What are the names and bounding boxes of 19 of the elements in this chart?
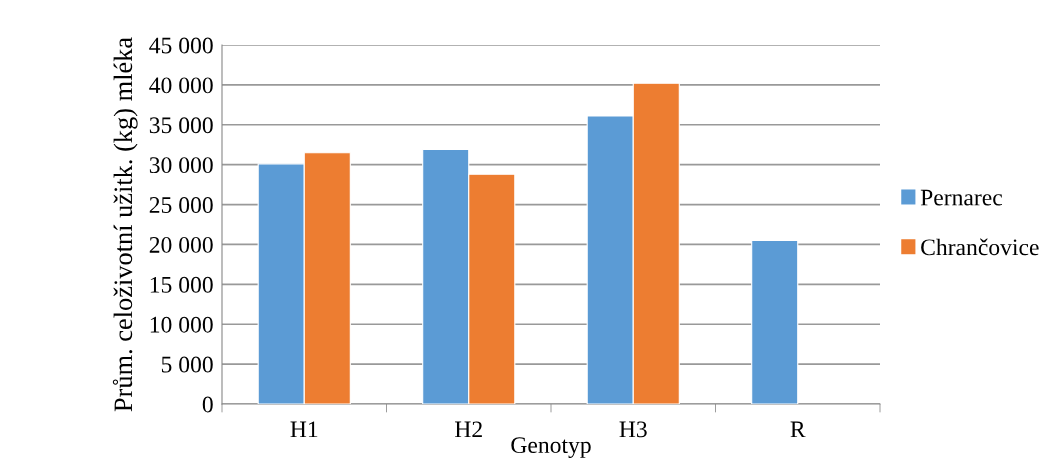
x-tick-label: H3 — [619, 421, 647, 438]
y-tick-label: 5 000 — [161, 356, 213, 373]
x-tick-label: H1 — [290, 421, 318, 438]
y-tick-label: 25 000 — [149, 197, 213, 213]
x-tick-label: R — [790, 421, 806, 438]
y-tick-label: 40 000 — [149, 77, 213, 94]
legend-label: Pernarec — [920, 189, 1002, 206]
x-axis-title: Genotyp — [511, 437, 591, 458]
legend-label: Chrančovice — [921, 238, 1039, 256]
y-axis-title: Prům. celoživotní užitk. (kg) mléka — [112, 37, 138, 412]
y-tick-label: 30 000 — [149, 157, 213, 174]
x-tick-label: H2 — [455, 421, 482, 438]
y-tick-label: 45 000 — [149, 37, 213, 54]
bar — [751, 239, 799, 404]
y-tick-label: 15 000 — [150, 276, 213, 293]
y-tick-label: 20 000 — [149, 236, 213, 253]
y-tick-label: 35 000 — [149, 117, 213, 134]
y-tick-label: 10 000 — [150, 316, 213, 333]
y-tick-label: 0 — [202, 396, 213, 413]
